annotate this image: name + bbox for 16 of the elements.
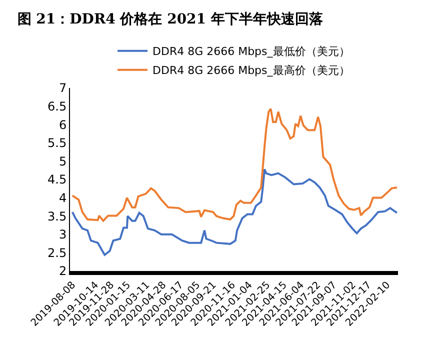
y-tick-label: 2.5	[48, 246, 67, 260]
y-tick-label: 4.5	[48, 172, 67, 187]
y-tick-label: 3	[58, 228, 67, 242]
line-series	[71, 168, 398, 256]
y-tick-label: 5.5	[48, 136, 67, 150]
legend-label: DDR4 8G 2666 Mbps_最低价（美元）	[152, 45, 350, 58]
y-tick-label: 7	[58, 81, 67, 96]
y-tick-label: 4	[58, 191, 67, 205]
y-tick-label: 6	[58, 118, 67, 132]
y-tick-label: 6.5	[48, 100, 67, 114]
y-tick-label: 5	[58, 154, 67, 168]
y-tick-label: 2	[58, 264, 67, 278]
legend-label: DDR4 8G 2666 Mbps_最高价（美元）	[152, 64, 350, 78]
line-series	[71, 108, 398, 222]
y-tick-label: 3.5	[48, 209, 67, 224]
chart-title: 图 21：DDR4 价格在 2021 年下半年快速回落	[17, 11, 324, 28]
